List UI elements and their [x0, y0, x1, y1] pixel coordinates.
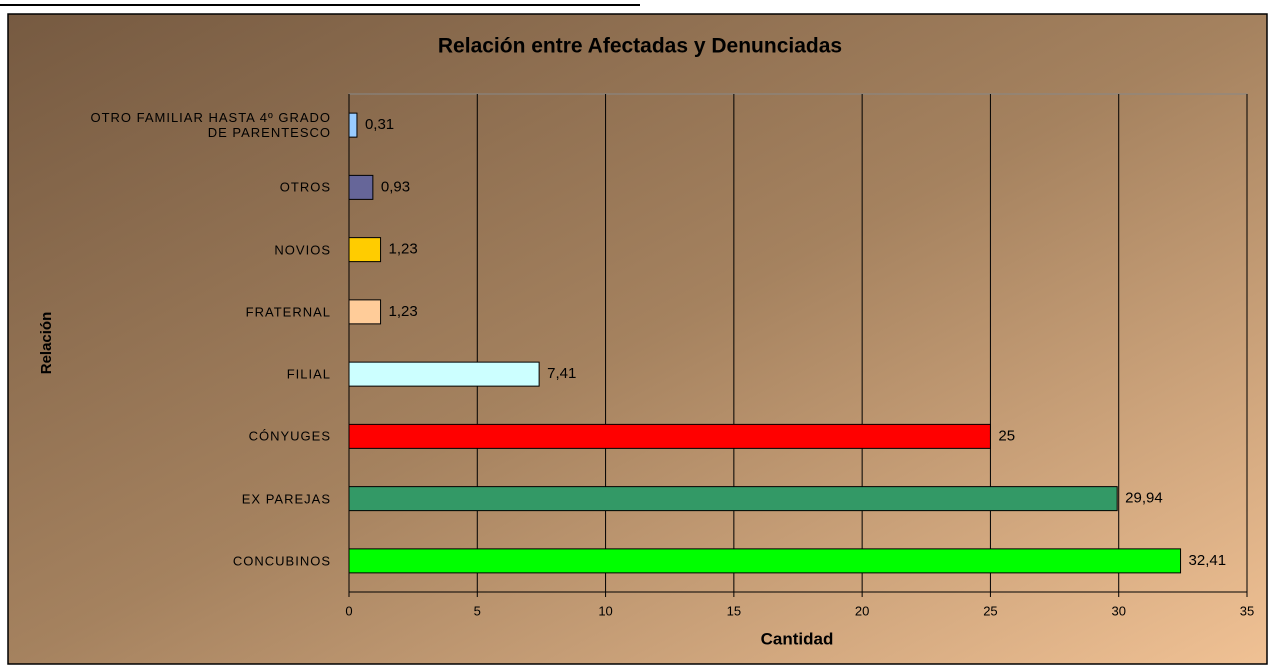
x-tick-label: 30 — [1111, 603, 1125, 618]
data-label: 7,41 — [547, 365, 576, 382]
bar — [348, 112, 358, 138]
y-tick-label: FRATERNAL — [245, 304, 331, 320]
x-tick-label: 20 — [855, 603, 869, 618]
y-tick-label: FILIAL — [286, 366, 331, 382]
chart-title: Relación entre Afectadas y Denunciadas — [438, 35, 842, 58]
bar — [348, 299, 382, 325]
data-label: 1,23 — [389, 241, 418, 258]
x-tick-label: 0 — [345, 603, 352, 618]
y-tick-label: NOVIOS — [274, 242, 331, 258]
x-tick-label: 15 — [727, 603, 741, 618]
x-tick-label: 35 — [1240, 603, 1254, 618]
bar — [348, 486, 1118, 512]
x-tick-label: 10 — [598, 603, 612, 618]
y-tick-label: CÓNYUGES — [248, 428, 331, 444]
x-tick-label: 25 — [983, 603, 997, 618]
y-tick-label: OTROS — [279, 179, 331, 195]
y-tick-label: EX PAREJAS — [241, 491, 331, 507]
data-label: 25 — [998, 427, 1015, 444]
bar — [348, 237, 382, 263]
y-tick-label: OTRO FAMILIAR HASTA 4º GRADO DE PARENTES… — [90, 110, 331, 141]
y-axis-label: Relación — [38, 312, 55, 375]
bar — [348, 423, 991, 449]
bar — [348, 361, 540, 387]
x-axis-label: Cantidad — [761, 629, 834, 648]
data-label: 0,31 — [365, 116, 394, 133]
data-label: 0,93 — [381, 178, 410, 195]
data-label: 32,41 — [1189, 552, 1227, 569]
bar — [348, 174, 374, 200]
data-label: 1,23 — [389, 303, 418, 320]
y-tick-label: CONCUBINOS — [232, 553, 331, 569]
bar — [348, 548, 1182, 574]
x-tick-label: 5 — [474, 603, 481, 618]
data-label: 29,94 — [1125, 490, 1163, 507]
